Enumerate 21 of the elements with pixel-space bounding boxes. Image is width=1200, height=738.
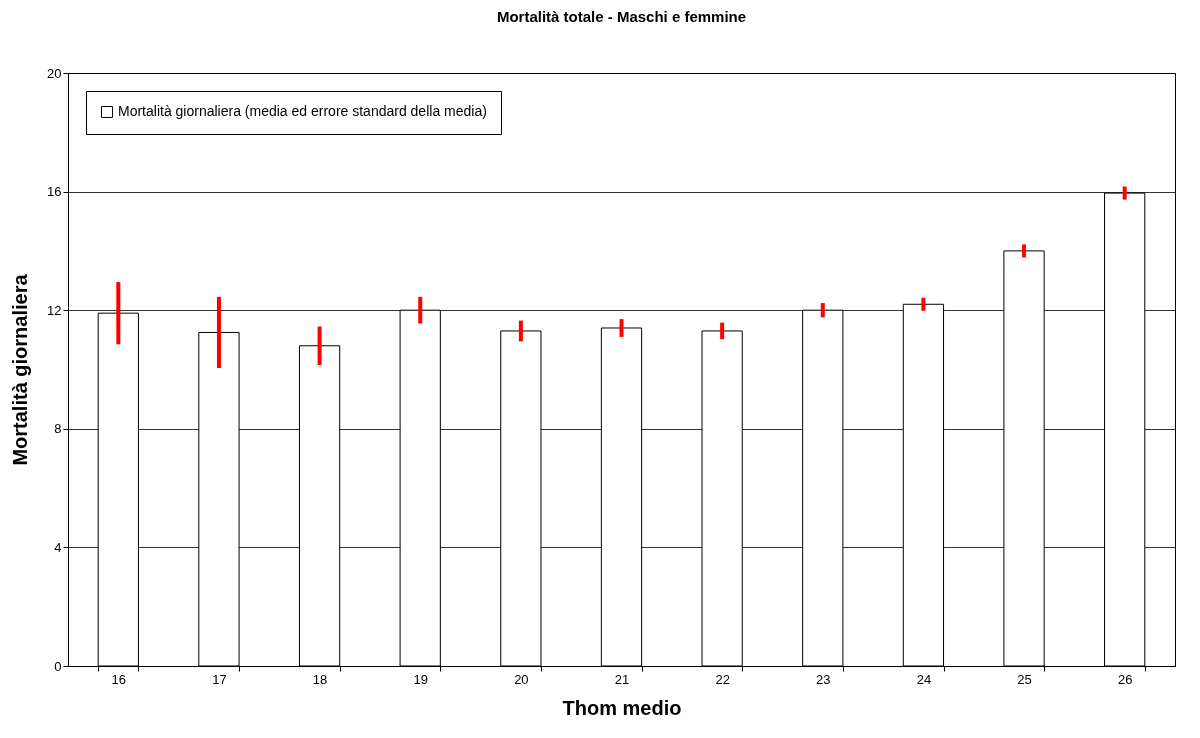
y-tick-label: 4 [54,539,62,555]
x-tick-label: 19 [413,671,428,687]
x-tick-label: 25 [1017,671,1032,687]
x-tick-label: 22 [715,671,730,687]
y-tick-label: 20 [47,65,62,81]
y-tick-label: 8 [54,421,62,437]
y-tick-label: 0 [54,658,62,674]
y-axis-title: Mortalità giornaliera [9,273,32,466]
x-tick-label: 18 [312,671,328,687]
x-tick-label: 23 [816,671,831,687]
legend-label: Mortalità giornaliera (media ed errore standard della media) [118,103,487,119]
x-tick-label: 16 [111,671,127,687]
x-tick-label: 17 [212,671,227,687]
y-tick-label: 12 [47,302,62,318]
x-axis-title: Thom medio [562,696,682,719]
chart-title: Mortalità totale - Maschi e femmine [496,8,747,25]
x-tick-label: 26 [1117,671,1133,687]
y-tick-label: 16 [47,184,62,200]
x-tick-label: 24 [916,671,932,687]
x-tick-label: 21 [614,671,630,687]
x-tick-label: 20 [514,671,529,687]
